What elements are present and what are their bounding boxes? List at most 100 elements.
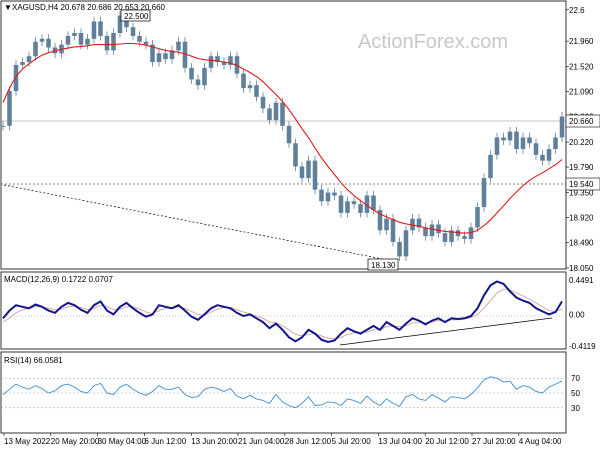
price-candle [351,201,357,205]
pane-dropdown-icon[interactable]: ▼ [4,3,12,12]
time-tick-label: 20 Jul 12:00 [425,437,469,446]
price-candle [247,85,253,89]
price-candle [540,154,545,161]
price-axis: 22.6 21.960 21.520 21.090 20.660 20.220 19.790… [566,6,594,273]
price-tick-label: 21.520 [569,63,594,72]
price-candle [20,62,25,65]
price-tick-label: 21.090 [569,88,594,97]
time-tick-label: 28 Jun 12:00 [285,437,332,446]
price-candle [260,96,266,109]
price-candle [117,15,123,34]
price-candle [228,56,233,65]
macd-axis: 0.4491 0.00 -0.4119 [569,276,596,351]
rsi-label: RSI(14) 66.0581 [4,356,63,365]
price-candle [130,27,136,36]
time-tick-label: 4 Aug 04:00 [519,437,562,446]
time-tick-label: 30 May 04:00 [98,437,147,446]
price-tick-label: 21.960 [569,37,594,46]
price-candle [39,38,45,42]
price-candle [429,224,435,237]
macd-tick-label: 0.4491 [569,276,594,285]
price-candle [46,38,51,48]
price-candle [221,62,227,65]
price-tick-label: 19.790 [569,163,594,172]
price-candle [33,41,38,57]
price-candle [98,21,103,36]
price-header: XAGUSD,H4 20.678 20.686 20.653 20.660 [12,3,166,12]
macd-pane-frame [0,271,567,350]
price-candle [293,143,298,167]
price-candle [208,56,214,68]
rsi-axis: 70 50 30 [571,374,580,413]
price-candle [78,33,84,45]
price-candle [150,44,155,63]
price-candle [299,166,305,179]
price-tick-label: 18.050 [569,264,594,273]
time-tick-label: 27 Jul 20:00 [472,437,516,446]
price-candle [494,137,500,155]
price-candle [410,218,415,231]
price-candle [306,160,311,179]
price-candle [189,67,194,80]
macd-label: MACD(12,26,9) 0.1722 0.0707 [4,275,114,284]
rsi-pane-frame [0,351,567,434]
high-label: 22.500 [124,12,149,21]
rsi-tick-label: 30 [571,404,580,413]
price-candle [338,195,344,213]
price-candle [273,102,279,121]
support-tag [565,177,600,191]
price-candle [384,218,389,231]
price-candle [104,35,110,51]
price-candle [520,137,526,150]
low-label-box [367,258,399,271]
time-tick-label: 13 Jul 04:00 [378,437,422,446]
price-candle [85,38,90,45]
price-candle [176,41,181,51]
high-label-box [120,9,151,22]
price-candle [455,230,461,237]
price-candle [182,41,188,68]
price-tick-label: 19.350 [569,189,594,198]
price-candle [202,67,207,86]
price-candle [468,227,474,239]
price-candle [254,85,259,97]
price-candle [156,53,162,63]
price-candle [442,233,448,242]
price-candle [403,230,409,257]
price-candle [488,154,493,179]
price-candle [449,230,454,242]
price-candle [65,35,71,45]
macd-tick-label: -0.4119 [569,342,596,351]
macd-line [2,280,563,344]
price-candle [195,79,201,86]
rsi-tick-label: 70 [571,374,580,383]
price-candle [163,53,168,60]
price-candle [280,102,285,126]
price-candle [436,224,441,234]
macd-signal-line [2,288,563,340]
price-candle [319,189,324,202]
price-candle [533,143,539,155]
price-tick-label: 18.920 [569,214,594,223]
price-candle [527,137,532,144]
price-candle [267,108,272,121]
time-tick-label: 5 Jul 20:00 [332,437,372,446]
price-candle [241,73,246,89]
price-candle [358,204,363,213]
price-candle [390,218,396,242]
price-candle [475,207,480,228]
price-candle [111,33,116,51]
price-candle [501,137,506,141]
macd-trend-line [339,317,553,346]
time-tick-label: 6 Jun 12:00 [144,437,186,446]
price-candle [507,131,513,141]
moving-average-line [2,42,563,234]
price-candle [514,131,519,150]
trend-line [3,184,399,263]
price-candle [371,195,376,210]
price-pane-frame [0,0,567,270]
price-candle [332,192,337,196]
price-candle [169,50,175,60]
price-tick-label: 20.220 [569,138,594,147]
